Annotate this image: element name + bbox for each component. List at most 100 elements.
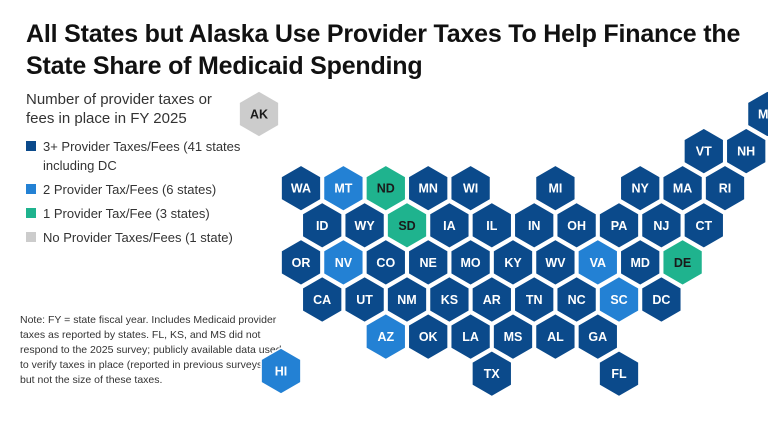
state-hex-oh: OH [555,201,598,250]
state-hex-shape-md [619,238,661,287]
state-hex-shape-or [280,238,322,287]
state-hex-shape-ia [428,201,471,250]
chart-subtitle: Number of provider taxes or fees in plac… [26,91,212,127]
legend-label-2: 2 Provider Tax/Fees (6 states) [43,182,217,197]
state-hex-in: IN [513,201,555,250]
legend-label-1: 1 Provider Tax/Fee (3 states) [43,206,210,221]
state-label-id: ID [316,219,329,233]
state-label-ak: AK [250,108,268,122]
state-label-il: IL [486,219,497,233]
state-label-ms: MS [504,330,523,344]
state-label-mi: MI [548,182,562,196]
state-hex-wv: WV [534,238,577,287]
state-label-de: DE [674,256,691,270]
state-hex-mi: MI [534,164,577,213]
legend-label-0: No Provider Taxes/Fees (1 state) [43,230,233,245]
state-hex-shape-nm [386,275,428,324]
state-hex-ca: CA [301,275,343,324]
state-hex-shape-mn [407,164,449,213]
state-label-or: OR [292,256,311,270]
state-hex-ny: NY [619,164,661,213]
state-hex-nd: ND [365,164,407,213]
state-label-vt: VT [696,145,712,159]
state-label-sd: SD [398,219,415,233]
state-label-wi: WI [463,182,478,196]
state-hex-shape-in [513,201,555,250]
legend-swatch-0 [26,232,36,242]
state-label-ky: KY [504,256,522,270]
state-label-ri: RI [719,182,732,196]
state-hex-dc: DC [640,275,683,324]
state-label-dc: DC [652,293,670,307]
state-label-ok: OK [419,330,438,344]
state-hex-ok: OK [407,312,449,361]
state-hex-nj: NJ [640,201,683,250]
state-label-ia: IA [443,219,456,233]
state-hex-shape-mt [322,164,365,213]
state-hex-tn: TN [513,275,555,324]
state-hex-shape-mi [534,164,577,213]
state-hex-shape-ak [238,90,280,138]
state-hex-ri: RI [704,164,746,213]
state-hex-shape-ca [301,275,343,324]
state-hex-il: IL [471,201,513,250]
state-label-la: LA [462,330,479,344]
state-hex-wy: WY [343,201,386,250]
state-label-hi: HI [275,365,288,379]
state-label-nj: NJ [653,219,669,233]
state-hex-shape-wi [449,164,492,213]
state-label-mo: MO [461,256,481,270]
state-hex-vt: VT [683,127,725,175]
state-hex-shape-dc [640,275,683,324]
state-hex-ky: KY [492,238,534,287]
state-hex-shape-fl [598,349,640,398]
legend: 3+ Provider Taxes/Fees (41 states includ… [26,137,276,252]
state-hex-shape-sd [386,201,428,250]
state-label-va: VA [590,256,606,270]
state-hex-md: MD [619,238,661,287]
state-label-ct: CT [695,219,712,233]
state-hex-ks: KS [428,275,471,324]
state-hex-me: ME [746,90,768,138]
state-hex-sd: SD [386,201,428,250]
state-hex-ne: NE [407,238,449,287]
state-hex-shape-sc [598,275,640,324]
state-label-ne: NE [420,256,437,270]
state-hex-or: OR [280,238,322,287]
state-hex-shape-ne [407,238,449,287]
state-hex-shape-vt [683,127,725,175]
state-hex-shape-wy [343,201,386,250]
state-hex-shape-oh [555,201,598,250]
state-hex-ut: UT [343,275,386,324]
state-hex-shape-ct [683,201,725,250]
state-hex-mn: MN [407,164,449,213]
state-hex-wi: WI [449,164,492,213]
state-label-mt: MT [334,182,352,196]
state-hex-shape-id [301,201,343,250]
state-label-in: IN [528,219,541,233]
state-label-mn: MN [418,182,437,196]
state-label-wv: WV [545,256,566,270]
legend-item-0: No Provider Taxes/Fees (1 state) [26,228,276,247]
state-label-nv: NV [335,256,353,270]
state-hex-shape-ga [577,312,619,361]
state-hex-nc: NC [555,275,598,324]
state-hex-ms: MS [492,312,534,361]
state-hex-nm: NM [386,275,428,324]
state-hex-ma: MA [661,164,704,213]
state-hex-shape-me [746,90,768,138]
state-label-ny: NY [632,182,650,196]
legend-swatch-3plus [26,141,36,151]
state-hex-shape-pa [598,201,640,250]
state-hex-shape-ks [428,275,471,324]
state-label-tn: TN [526,293,543,307]
state-label-ca: CA [313,293,331,307]
state-hex-az: AZ [365,312,407,361]
state-hex-shape-co [365,238,407,287]
state-label-ks: KS [441,293,458,307]
state-hex-shape-ma [661,164,704,213]
state-hex-shape-ms [492,312,534,361]
state-hex-shape-va [577,238,619,287]
state-hex-shape-az [365,312,407,361]
